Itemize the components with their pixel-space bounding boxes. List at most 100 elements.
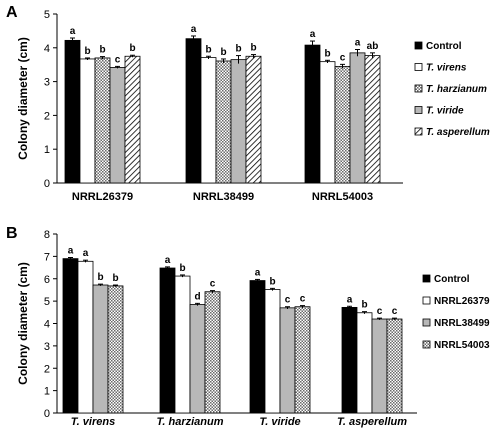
y-tick-label: 4 <box>44 319 50 331</box>
legend-label: T. viride <box>426 106 464 117</box>
bar <box>349 52 366 184</box>
significance-label: b <box>269 276 275 287</box>
bar <box>107 285 124 414</box>
y-tick-label: 1 <box>44 144 50 156</box>
y-tick-label: 2 <box>44 110 50 122</box>
category-label: T. asperellum <box>337 416 407 428</box>
significance-label: c <box>392 306 398 317</box>
significance-label: c <box>340 52 346 63</box>
bar <box>79 58 96 184</box>
significance-label: b <box>99 45 105 56</box>
y-tick-label: 8 <box>44 229 50 241</box>
significance-label: a <box>165 255 171 266</box>
bar <box>249 280 266 414</box>
significance-label: a <box>310 29 316 40</box>
significance-label: c <box>300 294 306 305</box>
significance-label: a <box>70 26 76 37</box>
legend-swatch <box>414 106 423 114</box>
bar <box>62 258 79 414</box>
bar <box>200 57 217 184</box>
legend-swatch <box>422 340 431 349</box>
legend-swatch <box>414 63 423 71</box>
bar <box>319 61 336 184</box>
bar <box>174 275 191 414</box>
significance-label: b <box>112 273 118 284</box>
significance-label: d <box>194 291 200 302</box>
bar <box>371 318 388 414</box>
bar <box>92 284 109 414</box>
bar <box>386 318 403 414</box>
legend-label: NRRL26379 <box>434 296 490 307</box>
significance-label: b <box>250 43 256 54</box>
legend-swatch <box>422 274 431 283</box>
significance-label: a <box>191 24 197 35</box>
legend-label: T. virens <box>426 63 467 74</box>
panel-label: B <box>6 225 18 242</box>
legend-swatch <box>422 296 431 305</box>
bar <box>364 55 381 184</box>
legend-label: Control <box>434 274 470 285</box>
legend-swatch <box>414 84 423 93</box>
significance-label: ab <box>367 41 379 52</box>
significance-label: c <box>210 279 216 290</box>
legend-swatch <box>422 318 431 327</box>
category-label: NRRL38499 <box>193 191 254 203</box>
significance-label: b <box>220 47 226 58</box>
significance-label: a <box>255 267 261 278</box>
legend-label: NRRL38499 <box>434 318 490 329</box>
y-axis-title: Colony diameter (cm) <box>16 262 30 385</box>
significance-label: c <box>285 295 291 306</box>
y-tick-label: 3 <box>44 77 50 89</box>
bar <box>264 289 281 414</box>
bar <box>77 260 94 414</box>
significance-label: b <box>205 44 211 55</box>
bar <box>204 291 221 414</box>
legend-label: NRRL54003 <box>434 340 490 351</box>
y-axis-title: Colony diameter (cm) <box>16 37 30 160</box>
significance-label: b <box>179 263 185 274</box>
significance-label: b <box>361 300 367 311</box>
y-tick-label: 4 <box>44 43 50 55</box>
y-tick-label: 0 <box>44 178 50 190</box>
bar <box>109 67 126 184</box>
significance-label: a <box>68 245 74 256</box>
legend-label: T. harzianum <box>426 84 487 95</box>
y-tick-label: 5 <box>44 296 50 308</box>
bar <box>230 59 247 184</box>
bar <box>245 55 262 184</box>
y-tick-label: 5 <box>44 9 50 21</box>
significance-label: b <box>235 44 241 55</box>
legend-label: T. asperellum <box>426 127 490 138</box>
bar <box>279 307 296 414</box>
significance-label: b <box>84 46 90 57</box>
bar <box>189 304 206 414</box>
bar <box>94 57 111 184</box>
bar <box>124 55 141 184</box>
y-tick-label: 3 <box>44 341 50 353</box>
bar <box>159 267 176 414</box>
legend-swatch <box>414 127 423 136</box>
significance-label: b <box>324 48 330 59</box>
significance-label: c <box>115 54 121 65</box>
bar <box>294 306 311 414</box>
bar <box>356 312 373 414</box>
bar <box>334 65 351 184</box>
bar <box>185 38 202 184</box>
y-tick-label: 0 <box>44 408 50 420</box>
category-label: T. harzianum <box>156 416 223 428</box>
significance-label: a <box>347 294 353 305</box>
bar <box>341 306 358 414</box>
y-tick-label: 7 <box>44 251 50 263</box>
panel-label: A <box>6 4 18 21</box>
significance-label: b <box>97 272 103 283</box>
category-label: NRRL54003 <box>312 191 373 203</box>
bar <box>215 60 232 184</box>
bar <box>304 44 321 184</box>
y-tick-label: 1 <box>44 386 50 398</box>
significance-label: b <box>129 43 135 54</box>
category-label: T. virens <box>71 416 115 428</box>
significance-label: a <box>83 248 89 259</box>
